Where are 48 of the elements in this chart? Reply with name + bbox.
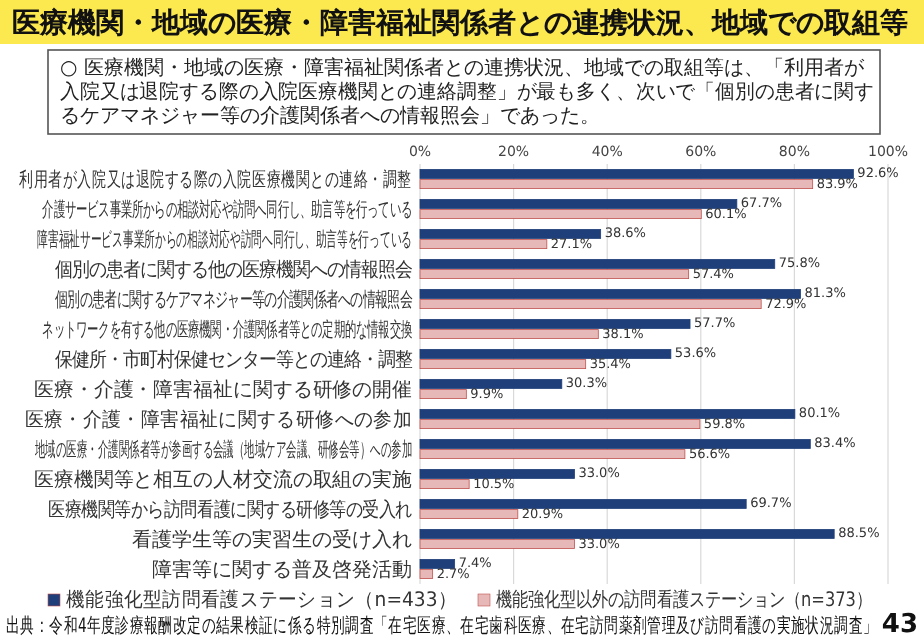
legend-label: 機能強化型以外の訪問看護ステーション（n=373） xyxy=(496,588,873,613)
bar xyxy=(419,559,456,569)
y-tick-label: 障害福祉サービス事業所からの相談対応や訪問へ同行し、助言等を行っている xyxy=(37,228,412,251)
bar xyxy=(419,329,599,339)
y-tick-label: 障害等に関する普及啓発活動 xyxy=(152,558,412,582)
y-tick-label: 地域の医療・介護関係者等が参画する会議（地域ケア会議、研修会等）への参加 xyxy=(33,438,412,462)
y-tick-label: 個別の患者に関するケアマネジャー等の介護関係者への情報照会 xyxy=(55,287,412,311)
chart-subtitle: ○ 医療機関・地域の医療・障害福祉関係者との連携状況、地域での取組等は、「利用者が入院又は退院する際の入院医療機関との連絡調整」が最も多く、次いで「個別の患者に関するケアマネジャー等の介護関係者への情報照会」であった。 xyxy=(60,56,874,128)
text: 43 xyxy=(881,610,918,640)
bar xyxy=(419,499,747,509)
bar xyxy=(419,379,563,389)
bar xyxy=(419,269,690,279)
bar xyxy=(419,569,434,579)
bar xyxy=(419,479,470,489)
source-note: 出典：令和4年度診療報酬改定の結果検証に係る特別調査「在宅医療、在宅歯科医療、在宅訪問薬剤管理及び訪問看護の実施状況調査」 xyxy=(6,613,878,639)
bar xyxy=(419,239,548,249)
bar xyxy=(419,289,801,299)
y-tick-label: 看護学生等の実習生の受け入れ xyxy=(132,528,412,552)
bar xyxy=(419,169,854,179)
bar xyxy=(419,409,796,419)
bar xyxy=(419,209,702,219)
y-tick-label: 介護サービス事業所からの相談対応や訪問へ同行し、助言等を行っている xyxy=(42,196,412,221)
bar xyxy=(419,419,701,429)
bar xyxy=(419,229,602,239)
y-tick-label: 個別の患者に関する他の医療機関への情報照会 xyxy=(55,259,412,283)
bar xyxy=(419,259,776,269)
y-tick-label: 医療・介護・障害福祉に関する研修の開催 xyxy=(34,377,412,403)
legend-label: 機能強化型訪問看護ステーション（n=433） xyxy=(66,587,457,613)
bar xyxy=(419,299,762,309)
y-tick-label: 保健所・市町村保健センター等との連絡・調整 xyxy=(55,349,412,373)
bar xyxy=(419,539,575,549)
y-tick-label: 利用者が入院又は退院する際の入院医療機関との連絡・調整 xyxy=(19,167,412,193)
bar xyxy=(419,199,738,209)
y-tick-label: 医療機関等と相互の人材交流の取組の実施 xyxy=(34,467,412,493)
bar xyxy=(419,439,811,449)
bar xyxy=(419,509,519,519)
bar xyxy=(419,469,575,479)
bar xyxy=(419,349,672,359)
y-tick-label: 医療・介護・障害福祉に関する研修への参加 xyxy=(24,407,412,433)
y-tick-label: ネットワークを有する他の医療機関・介護関係者等との定期的な情報交換 xyxy=(42,316,412,341)
bar xyxy=(419,389,467,399)
bar xyxy=(419,359,587,369)
chart-title: 医療機関・地域の医療・障害福祉関係者との連携状況、地域での取組等 xyxy=(12,6,908,40)
y-tick-label: 医療機関等から訪問看護に関する研修等の受入れ xyxy=(48,498,412,523)
bar xyxy=(419,179,814,189)
bar xyxy=(419,319,691,329)
bar xyxy=(419,449,686,459)
bar xyxy=(419,529,835,539)
